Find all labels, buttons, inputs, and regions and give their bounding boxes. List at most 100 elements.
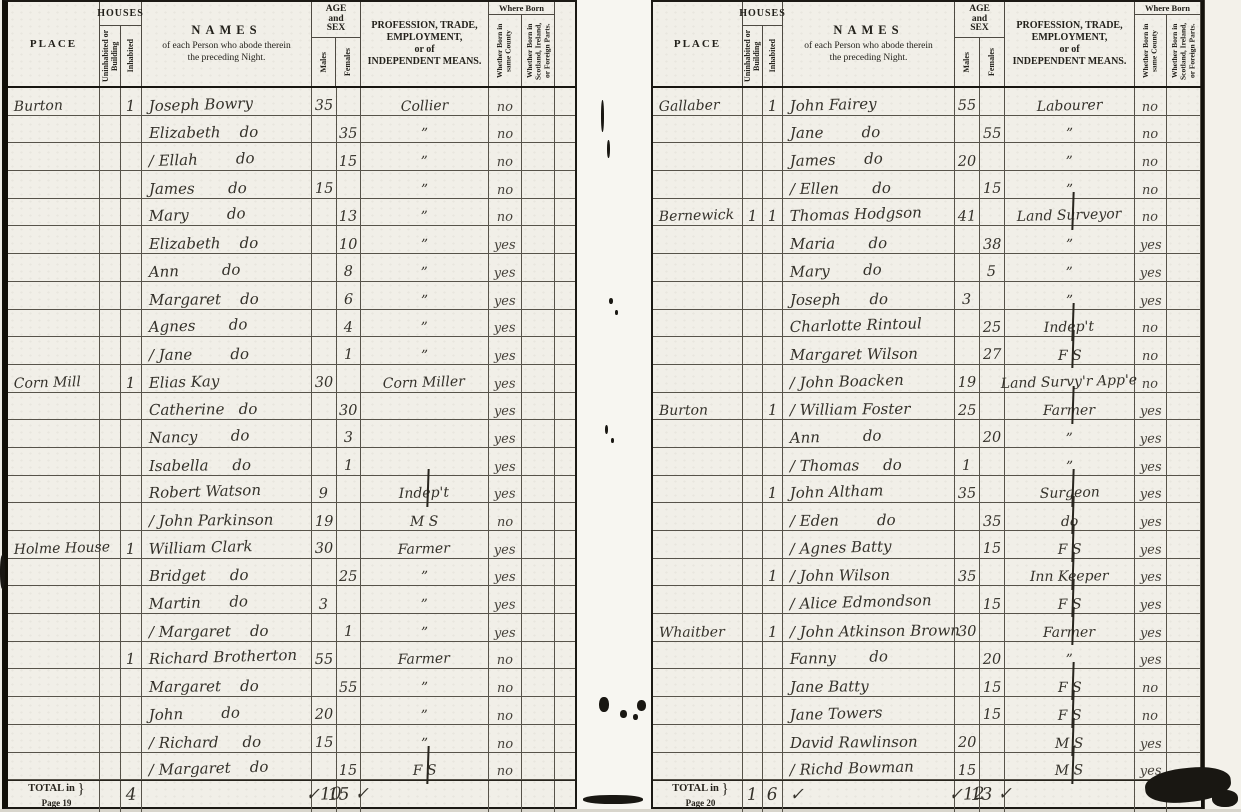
census-row: 1 / John Wilson 35 Inn Keeper yes (653, 551, 1201, 590)
females-label: Females (987, 48, 997, 76)
age-females-cell (980, 143, 1005, 172)
handwritten-entry: M S (1055, 735, 1084, 752)
handwritten-entry: Indep't (398, 484, 450, 503)
houses-inhabited-cell (763, 586, 783, 615)
age-males-cell (312, 447, 337, 476)
inhabited-label: Inhabited (126, 39, 136, 73)
profession-cell: F S (1005, 690, 1135, 729)
person-name-cell: / John Parkinson (142, 503, 312, 531)
handwritten-entry: Labourer (1036, 96, 1103, 115)
handwritten-entry: 35 (339, 125, 358, 142)
handwritten-entry: no (496, 680, 514, 697)
born-county-label: Whether Born in same County (1140, 23, 1159, 78)
handwritten-entry: 38 (982, 236, 1002, 253)
handwritten-entry: no (496, 182, 514, 198)
age-males-cell: 15 (312, 724, 337, 753)
handwritten-entry: M S (1054, 762, 1084, 780)
handwritten-entry: ” (420, 707, 429, 724)
total-profession-cell (361, 781, 489, 812)
page-edge-margin (1204, 0, 1241, 809)
houses-uninhabited-cell (100, 143, 121, 172)
handwritten-entry: yes (493, 237, 516, 254)
handwritten-entry: Elias Kay (148, 371, 220, 392)
census-row: John do 20 ” no (8, 697, 575, 725)
houses-inhabited-cell: 1 (763, 88, 783, 116)
handwritten-entry: ” (1065, 126, 1074, 143)
females-subheader: Females (980, 38, 1005, 86)
age-males-cell: 25 (955, 392, 980, 421)
census-row: Nancy do 3 yes (8, 420, 575, 448)
handwritten-entry: 20 (982, 651, 1002, 668)
handwritten-entry: yes (1139, 625, 1162, 641)
handwritten-entry: 55 (314, 651, 334, 668)
born-county-cell: yes (1135, 558, 1167, 587)
born-county-cell: no (1135, 364, 1167, 393)
census-row: Joseph do 3 ” yes (653, 281, 1201, 310)
age-males-cell: 35 (312, 88, 337, 116)
person-name-cell: / Eden do (783, 503, 955, 531)
age-males-cell (312, 669, 337, 698)
age-males-cell (312, 558, 337, 587)
age-females-cell: 1 (337, 447, 361, 476)
age-females-cell (980, 558, 1005, 587)
profession-cell: ” (361, 254, 489, 282)
handwritten-entry: ” (420, 624, 429, 641)
age-females-cell (337, 475, 361, 504)
profession-cell: ” (1005, 420, 1135, 448)
born-elsewhere-cell (1167, 447, 1201, 476)
handwritten-entry: 41 (957, 208, 977, 225)
born-county-cell: yes (1135, 614, 1167, 642)
houses-uninhabited-cell (100, 669, 121, 698)
age-females-cell: 13 (337, 198, 361, 227)
ink-speck (609, 298, 613, 304)
census-row: Margaret Wilson 27 F S no (653, 330, 1201, 369)
profession-line4: INDEPENDENT MEANS. (367, 56, 482, 68)
age-males-cell (955, 337, 980, 365)
census-row: 1 Richard Brotherton 55 Farmer no (8, 641, 575, 670)
age-females-cell (337, 531, 361, 559)
person-name-cell: Margaret Wilson (783, 337, 955, 365)
census-row: Burton 1 / William Foster 25 Farmer yes (653, 385, 1201, 424)
age-males-cell (955, 254, 980, 282)
total-names-cell: ✓ (783, 781, 955, 812)
born-elsewhere-cell (522, 143, 555, 172)
born-county-cell: yes (1135, 447, 1167, 476)
place-cell (653, 115, 743, 144)
person-name-cell: / Thomas do (783, 447, 955, 476)
age-females-cell (337, 724, 361, 753)
total-males: ✓10 (306, 781, 342, 812)
person-name-cell: / John Boacken (783, 364, 955, 393)
houses-uninhabited-cell (100, 697, 121, 725)
profession-cell: ” (361, 697, 489, 725)
born-elsewhere-cell (1167, 364, 1201, 393)
houses-inhabited-cell (121, 171, 142, 199)
born-elsewhere-cell (522, 420, 555, 448)
houses-inhabited-cell (763, 503, 783, 531)
handwritten-entry: ” (1065, 652, 1074, 669)
page-margin (555, 337, 575, 365)
handwritten-entry: / Richd Bowman (789, 757, 915, 780)
born-county-cell: yes (489, 254, 522, 282)
handwritten-entry: Surgeon (1039, 484, 1100, 503)
person-name-cell: / Richd Bowman (783, 752, 955, 781)
person-name-cell: / Richard do (142, 724, 312, 753)
person-name-cell: Mary do (783, 254, 955, 282)
names-column-header: NAMES of each Person who abode therein t… (142, 2, 312, 86)
handwritten-entry: yes (493, 625, 516, 641)
census-row: / Richard do 15 ” no (8, 724, 575, 753)
profession-line3: or of (1059, 44, 1080, 55)
profession-cell: ” (361, 558, 489, 587)
person-name-cell: Margaret do (142, 281, 312, 310)
handwritten-entry: ” (1065, 264, 1074, 281)
age-females-cell (980, 752, 1005, 781)
born-county-cell: yes (1135, 641, 1167, 670)
born-county-cell: yes (489, 337, 522, 365)
born-county-cell: yes (1135, 226, 1167, 255)
profession-cell (361, 447, 489, 476)
age-females-cell (337, 364, 361, 393)
age-label: AGE (325, 3, 347, 14)
handwritten-entry: 25 (339, 568, 358, 585)
houses-uninhabited-cell (100, 558, 121, 587)
age-males-cell: 19 (312, 503, 337, 531)
census-row: Mary do 13 ” no (8, 198, 575, 227)
